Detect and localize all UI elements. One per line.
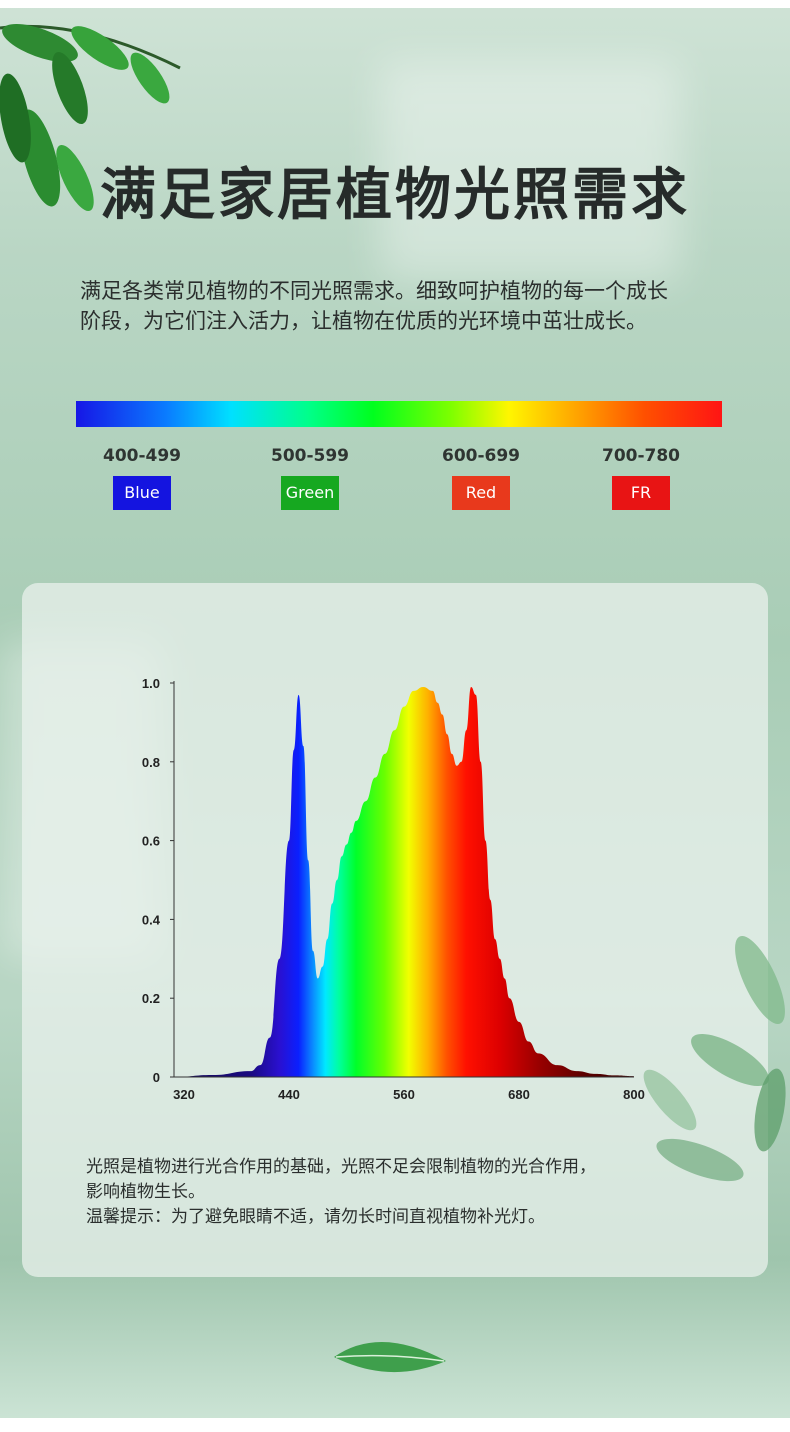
y-tick-label: 0.4 bbox=[142, 912, 161, 927]
band-tag: FR bbox=[612, 476, 670, 510]
top-border bbox=[0, 0, 790, 8]
y-tick-label: 0.2 bbox=[142, 991, 160, 1006]
y-tick-label: 0.8 bbox=[142, 755, 160, 770]
x-tick-label: 680 bbox=[508, 1087, 530, 1102]
spectrum-area bbox=[174, 686, 634, 1077]
x-tick-label: 560 bbox=[393, 1087, 415, 1102]
footnote: 光照是植物进行光合作用的基础，光照不足会限制植物的光合作用， 影响植物生长。 温… bbox=[86, 1155, 726, 1230]
band-range: 500-599 bbox=[270, 446, 350, 466]
bottom-border bbox=[0, 1418, 790, 1432]
band-green: 500-599 Green bbox=[260, 446, 360, 510]
intro-line-1: 满足各类常见植物的不同光照需求。细致呵护植物的每一个成长 bbox=[80, 279, 668, 303]
intro-line-2: 阶段，为它们注入活力，让植物在优质的光环境中茁壮成长。 bbox=[80, 309, 647, 333]
single-leaf-icon bbox=[334, 1341, 446, 1373]
x-tick-label: 320 bbox=[173, 1087, 195, 1102]
band-range: 700-780 bbox=[601, 446, 681, 466]
intro-text: 满足各类常见植物的不同光照需求。细致呵护植物的每一个成长 阶段，为它们注入活力，… bbox=[80, 276, 740, 336]
band-range: 400-499 bbox=[102, 446, 182, 466]
x-tick-label: 440 bbox=[278, 1087, 300, 1102]
headline: 满足家居植物光照需求 bbox=[100, 163, 690, 228]
band-range: 600-699 bbox=[441, 446, 521, 466]
spectrum-chart: 0 0.2 0.4 0.6 0.8 1.0 320 440 560 680 800 bbox=[142, 676, 645, 1102]
leaf-branch-icon bbox=[0, 24, 181, 212]
band-tag: Blue bbox=[113, 476, 171, 510]
band-red: 600-699 Red bbox=[431, 446, 531, 510]
band-tag: Red bbox=[452, 476, 510, 510]
footnote-line-3: 温馨提示：为了避免眼睛不适，请勿长时间直视植物补光灯。 bbox=[86, 1207, 545, 1227]
footnote-line-1: 光照是植物进行光合作用的基础，光照不足会限制植物的光合作用， bbox=[86, 1157, 596, 1177]
y-tick-label: 0.6 bbox=[142, 834, 160, 849]
footnote-line-2: 影响植物生长。 bbox=[86, 1182, 205, 1202]
leaf-cluster-icon bbox=[643, 935, 786, 1182]
y-tick-label: 1.0 bbox=[142, 676, 160, 691]
band-blue: 400-499 Blue bbox=[92, 446, 192, 510]
band-tag: Green bbox=[281, 476, 339, 510]
light-patch-top bbox=[380, 60, 680, 280]
x-tick-label: 800 bbox=[623, 1087, 645, 1102]
y-tick-label: 0 bbox=[153, 1070, 160, 1085]
spectrum-gradient-bar bbox=[76, 401, 722, 427]
band-fr: 700-780 FR bbox=[591, 446, 691, 510]
